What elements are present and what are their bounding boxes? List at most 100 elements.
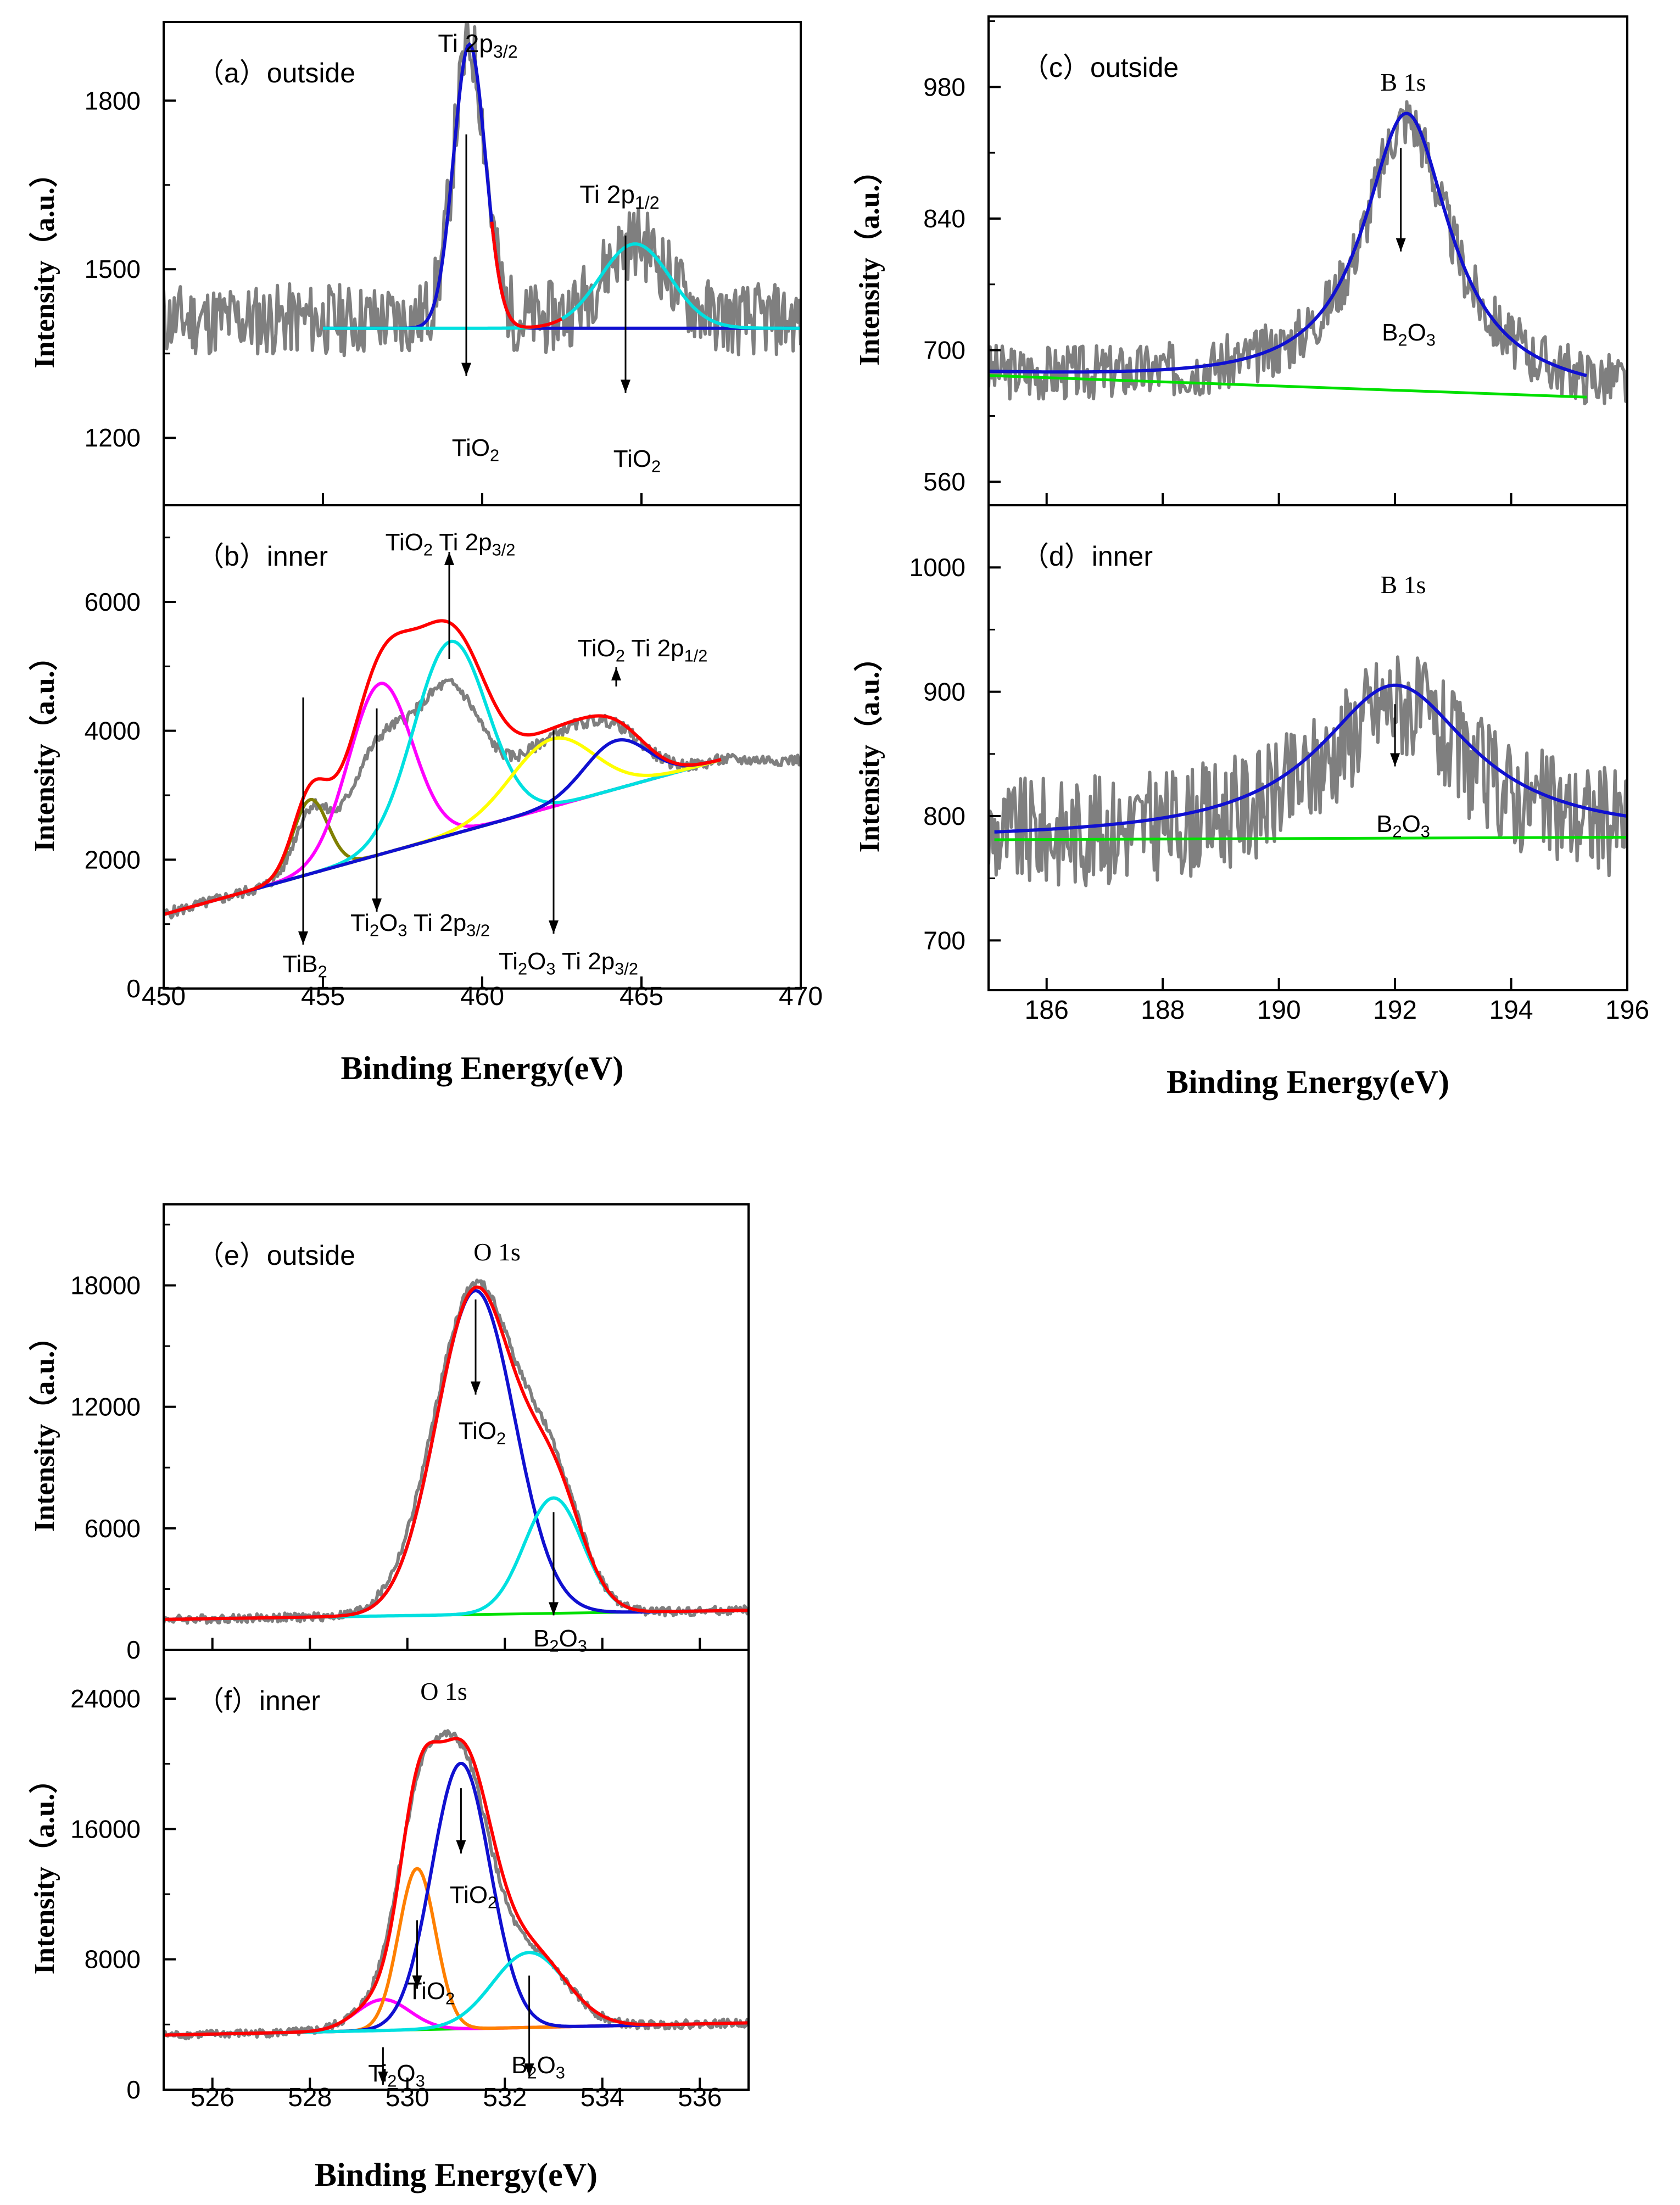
panel-top: 560 700 840 980 Intensity（a.u.） （c）outside: [853, 15, 1628, 506]
x-tick-label: 536: [678, 2083, 722, 2112]
plot-area: [989, 655, 1627, 887]
x-tick-label: 190: [1257, 996, 1301, 1025]
y-tick-label: 24000: [70, 1684, 141, 1713]
panel-label: （d）inner: [1022, 541, 1153, 572]
panel-bottom: 0 8000 16000 24000 Intensity（a.u.） （f）inner: [29, 1649, 750, 2104]
panel-frame: [987, 504, 1628, 991]
b2o3-label: B2​O3​: [511, 2052, 565, 2083]
x-tick-label: 188: [1141, 996, 1185, 1025]
annotation-part: TiB: [282, 951, 317, 978]
annotation-part: Ti 2p: [408, 909, 467, 936]
panel-frame: [163, 504, 802, 990]
y-tick-label: 1800: [85, 86, 141, 115]
annotation-part: 2: [527, 2063, 537, 2083]
x-tick-label: 455: [301, 982, 345, 1011]
panel-frame: [163, 1203, 750, 1651]
b2o3-label: B2​O3​: [533, 1625, 587, 1656]
y-tick-label: 1200: [85, 423, 141, 452]
component-b-1s-b2o3: [994, 683, 1627, 834]
arrow-head: [621, 379, 630, 393]
x-tick-label: 186: [1025, 996, 1069, 1025]
plot-area: [164, 1279, 749, 1625]
b-1s-chart: 560 700 840 980 Intensity（a.u.） （c）outside 700…: [853, 15, 1649, 1100]
annotation-part: 3: [578, 1637, 587, 1656]
x-tick-label: 194: [1489, 996, 1533, 1025]
y-tick-label: 980: [923, 72, 965, 101]
annotation-part: TiO: [452, 434, 490, 461]
raw-data-line: [164, 678, 801, 920]
ti2o3-ti2p32-label: Ti2​O3​ Ti 2p3/2​: [350, 909, 490, 940]
annotation-part: 3: [546, 959, 555, 979]
envelope-fit-line: [490, 221, 563, 329]
tio2-ti2p12-label: TiO2​ Ti 2p1/2​: [578, 635, 708, 666]
b2o3-label: B2​O3​: [1382, 319, 1436, 350]
envelope-fit-line: [164, 619, 722, 916]
envelope-fit-line: [164, 1285, 749, 1621]
annotation-part: B: [533, 1625, 549, 1652]
plot-area: [164, 1729, 749, 2041]
x-tick-label: 450: [142, 982, 186, 1011]
y-tick-label: 12000: [70, 1393, 141, 1421]
panel-bottom: 0 2000 4000 6000 Intensity（a.u.） （b）inner: [29, 504, 802, 1003]
annotation-part: O: [397, 2060, 415, 2087]
y-axis-label: Intensity（a.u.）: [29, 1765, 60, 1974]
annotation-part: TiO: [459, 1417, 496, 1444]
y-tick-label: 4000: [85, 717, 141, 745]
annotation-part: 3: [1426, 331, 1436, 350]
component-o-1s-tio2: [164, 1288, 749, 1621]
panel-frame: [163, 21, 802, 506]
tib2-label: TiB2​: [282, 951, 327, 981]
annotation-part: Ti: [350, 909, 370, 936]
annotation-part: O: [537, 2052, 556, 2079]
y-tick-label: 560: [923, 467, 965, 496]
arrow-head: [1396, 238, 1406, 252]
annotation-part: O: [1402, 811, 1421, 838]
x-tick-label: 470: [779, 982, 823, 1011]
annotation-part: 2: [387, 2072, 397, 2091]
x-tick-label: 526: [191, 2083, 235, 2112]
annotation-part: 2: [616, 646, 625, 666]
panel-label: （e）outside: [197, 1240, 355, 1271]
annotation-part: TiO: [408, 1978, 445, 2005]
x-tick-label: 465: [619, 982, 663, 1011]
annotation-part: B: [1376, 811, 1392, 838]
plot-area: [989, 100, 1627, 405]
raw-data-line: [989, 100, 1627, 405]
arrow-head: [444, 552, 454, 565]
b1s-label: B 1s: [1380, 68, 1426, 96]
annotation-part: 3/2: [492, 540, 516, 560]
tio2-label: TiO2​: [459, 1417, 506, 1448]
annotation-part: O: [1408, 319, 1426, 346]
y-tick-label: 700: [923, 926, 965, 954]
annotation-part: O: [379, 909, 398, 936]
x-tick-label: 196: [1605, 996, 1649, 1025]
annotation-part: 3: [416, 2072, 425, 2091]
annotation-part: Ti 2p: [433, 529, 492, 556]
panel-top: 0 6000 12000 18000 Intensity（a.u.） （e）outside: [29, 1203, 750, 1664]
ti2o3-ti2p32-label-2: Ti2​O3​ Ti 2p3/2​: [499, 948, 638, 979]
x-tick-label: 528: [288, 2083, 332, 2112]
y-axis-label: Intensity（a.u.）: [853, 643, 885, 852]
y-axis-label: Intensity（a.u.）: [29, 159, 60, 368]
x-tick-label: 532: [483, 2083, 527, 2112]
component-ti2o3-ti-2p3-2: [164, 682, 722, 916]
annotation-part: TiO: [450, 1882, 488, 1908]
x-axis-label: Binding Energy(eV): [1166, 1064, 1449, 1100]
tio2-label: TiO2​: [613, 445, 661, 476]
arrow-head: [378, 2072, 388, 2085]
y-axis-label: Intensity（a.u.）: [853, 156, 885, 365]
annotation-part: 2: [490, 446, 499, 465]
o-1s-chart: 0 6000 12000 18000 Intensity（a.u.） （e）outside…: [29, 1203, 750, 2193]
annotation-part: 2: [423, 540, 433, 560]
ti-2p32-label: Ti 2p3/2​: [438, 29, 517, 62]
annotation-part: B: [511, 2052, 527, 2079]
annotation-part: O: [559, 1625, 578, 1652]
tio2-label: TiO2​: [450, 1882, 497, 1912]
x-tick-label: 530: [386, 2083, 429, 2112]
o1s-label: O 1s: [420, 1677, 467, 1705]
annotation-part: Ti 2p: [579, 180, 635, 209]
annotation-part: 2: [1392, 822, 1402, 841]
component-ti-2p3-2-tio2: [323, 42, 801, 330]
annotation-part: 2: [549, 1637, 559, 1656]
